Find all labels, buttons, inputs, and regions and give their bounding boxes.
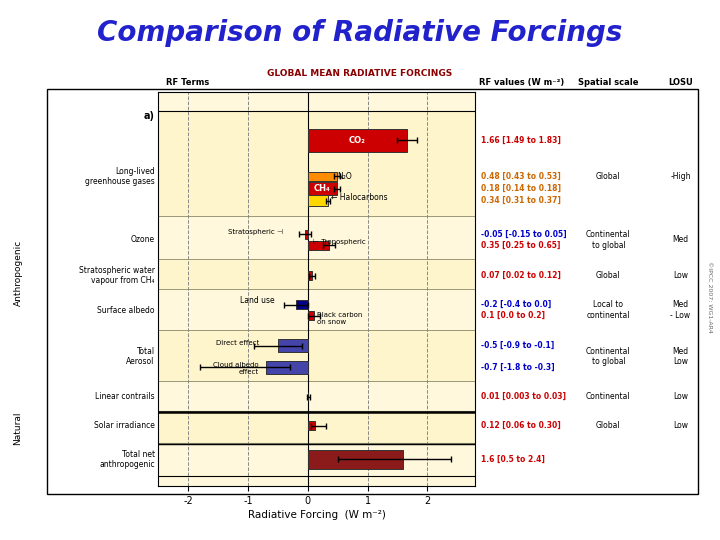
Text: N₂O: N₂O — [338, 172, 353, 181]
Text: Anthropogenic: Anthropogenic — [14, 240, 22, 306]
X-axis label: Radiative Forcing  (W m⁻²): Radiative Forcing (W m⁻²) — [248, 510, 386, 520]
Bar — [308, 195, 328, 206]
Text: a): a) — [144, 111, 155, 121]
Bar — [308, 310, 314, 320]
Bar — [305, 230, 308, 239]
Text: Continental
to global: Continental to global — [586, 347, 631, 366]
Text: 0.18 [0.14 to 0.18]: 0.18 [0.14 to 0.18] — [481, 184, 561, 193]
Bar — [296, 300, 308, 309]
Text: GLOBAL MEAN RADIATIVE FORCINGS: GLOBAL MEAN RADIATIVE FORCINGS — [267, 69, 453, 78]
Text: -0.2 [-0.4 to 0.0]: -0.2 [-0.4 to 0.0] — [481, 300, 552, 309]
Text: Cloud albedo
effect: Cloud albedo effect — [213, 362, 258, 375]
Text: Global: Global — [596, 271, 621, 280]
Text: Stratospheric water
vapour from CH₄: Stratospheric water vapour from CH₄ — [78, 266, 155, 285]
Text: Total net
anthropogenic: Total net anthropogenic — [99, 450, 155, 469]
Text: ← Halocarbons: ← Halocarbons — [330, 192, 387, 201]
Text: RF Terms: RF Terms — [166, 78, 209, 87]
Text: Black carbon
on snow: Black carbon on snow — [318, 312, 363, 325]
Text: -0.7 [-1.8 to -0.3]: -0.7 [-1.8 to -0.3] — [481, 363, 554, 372]
Bar — [308, 241, 329, 249]
Text: ©IPCC 2007: WG1-AR4: ©IPCC 2007: WG1-AR4 — [707, 261, 711, 333]
Text: 0.48 [0.43 to 0.53]: 0.48 [0.43 to 0.53] — [481, 172, 561, 181]
Text: 0.35 [0.25 to 0.65]: 0.35 [0.25 to 0.65] — [481, 241, 560, 250]
Text: Ozone: Ozone — [130, 235, 155, 245]
Text: Surface albedo: Surface albedo — [97, 306, 155, 315]
Bar — [308, 182, 336, 195]
Text: Low: Low — [673, 421, 688, 430]
Text: -High: -High — [670, 172, 690, 181]
Text: Continental: Continental — [586, 392, 631, 401]
Text: Total
Aerosol: Total Aerosol — [127, 347, 155, 366]
Text: Low: Low — [673, 271, 688, 280]
Bar — [158, 259, 475, 289]
Bar — [158, 444, 475, 486]
Text: Land use: Land use — [240, 296, 275, 306]
Bar — [158, 330, 475, 381]
Text: RF values (W m⁻²): RF values (W m⁻²) — [479, 78, 564, 87]
Bar — [308, 272, 312, 280]
Text: 1.6 [0.5 to 2.4]: 1.6 [0.5 to 2.4] — [481, 455, 545, 464]
Text: -0.05 [-0.15 to 0.05]: -0.05 [-0.15 to 0.05] — [481, 230, 567, 239]
Bar — [266, 361, 308, 374]
Bar — [158, 381, 475, 412]
Text: Local to
continental: Local to continental — [587, 300, 630, 320]
Text: ⊢ Tropospheric: ⊢ Tropospheric — [312, 239, 365, 245]
Text: CH₄: CH₄ — [314, 184, 330, 193]
Bar — [308, 129, 407, 152]
Text: Long-lived
greenhouse gases: Long-lived greenhouse gases — [85, 167, 155, 186]
Bar — [158, 289, 475, 330]
Text: 0.34 [0.31 to 0.37]: 0.34 [0.31 to 0.37] — [481, 196, 561, 205]
Bar — [158, 217, 475, 259]
Bar — [158, 412, 475, 444]
Text: Med: Med — [672, 235, 688, 245]
Text: CO₂: CO₂ — [349, 136, 366, 145]
Text: 0.01 [0.003 to 0.03]: 0.01 [0.003 to 0.03] — [481, 392, 566, 401]
Text: Med
- Low: Med - Low — [670, 300, 690, 320]
Text: Stratospheric ⊣: Stratospheric ⊣ — [228, 228, 283, 234]
Bar — [278, 339, 308, 353]
Text: Global: Global — [596, 421, 621, 430]
Text: Comparison of Radiative Forcings: Comparison of Radiative Forcings — [97, 19, 623, 47]
Bar — [158, 111, 475, 217]
Bar — [308, 172, 336, 181]
Text: 1.66 [1.49 to 1.83]: 1.66 [1.49 to 1.83] — [481, 136, 561, 145]
Bar — [308, 450, 403, 469]
Text: Linear contrails: Linear contrails — [95, 392, 155, 401]
Text: -0.5 [-0.9 to -0.1]: -0.5 [-0.9 to -0.1] — [481, 341, 554, 350]
Text: 0.07 [0.02 to 0.12]: 0.07 [0.02 to 0.12] — [481, 271, 561, 280]
Text: LOSU: LOSU — [668, 78, 693, 87]
Text: 0.1 [0.0 to 0.2]: 0.1 [0.0 to 0.2] — [481, 311, 545, 320]
Text: Continental
to global: Continental to global — [586, 230, 631, 249]
Text: 0.12 [0.06 to 0.30]: 0.12 [0.06 to 0.30] — [481, 421, 561, 430]
Text: Natural: Natural — [14, 411, 22, 445]
Text: Med
Low: Med Low — [672, 347, 688, 366]
Text: Low: Low — [673, 392, 688, 401]
Text: Direct effect: Direct effect — [215, 340, 258, 346]
Text: Spatial scale: Spatial scale — [578, 78, 639, 87]
Bar — [308, 421, 315, 430]
Text: Global: Global — [596, 172, 621, 181]
Text: Solar irradiance: Solar irradiance — [94, 421, 155, 430]
